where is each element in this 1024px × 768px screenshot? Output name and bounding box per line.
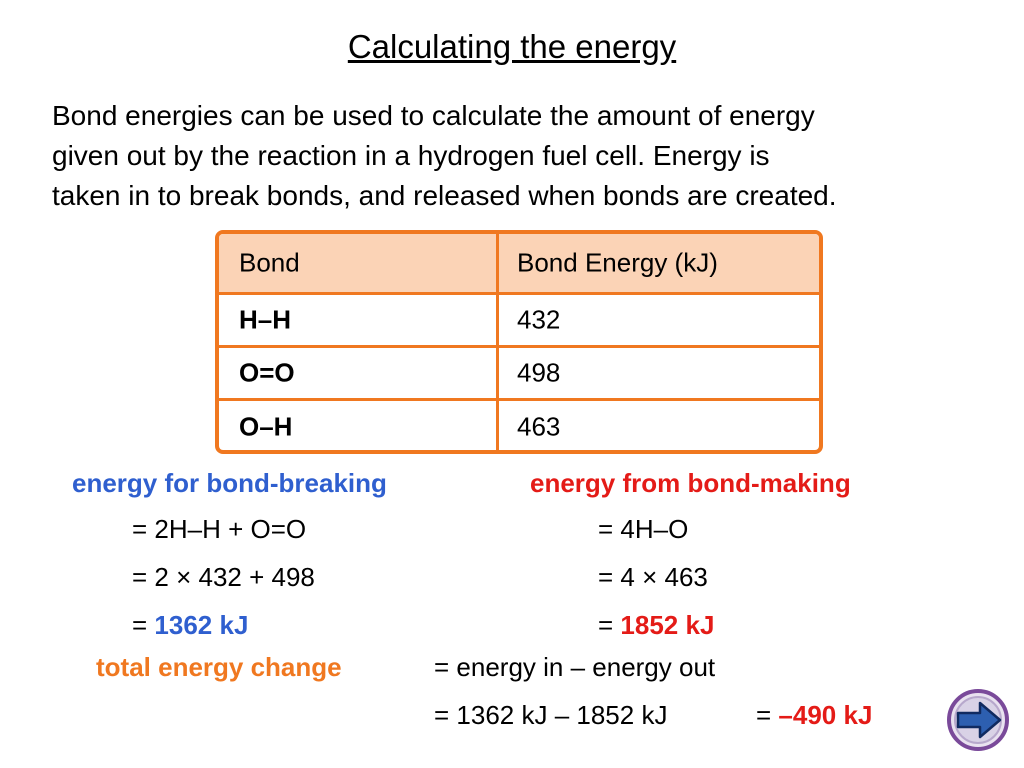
breaking-heading: energy for bond-breaking <box>72 468 387 498</box>
bond-cell: H–H <box>239 304 292 335</box>
header-cell: Bond Energy (kJ) <box>517 247 718 278</box>
total-result: –490 kJ <box>778 700 873 730</box>
energy-cell: 498 <box>517 357 561 388</box>
making-step: = 4H–O <box>598 514 689 544</box>
header-cell: Bond <box>239 247 300 278</box>
equals: = <box>756 700 772 730</box>
bond-cell: O–H <box>239 411 293 442</box>
table-row: H–H 432 <box>219 292 819 345</box>
bond-cell: O=O <box>239 357 295 388</box>
bond-table: Bond Bond Energy (kJ) H–H 432 O=O 498 O–… <box>215 230 823 454</box>
title: Calculating the energy <box>347 28 677 65</box>
intro-line: taken in to break bonds, and released wh… <box>52 180 837 211</box>
equals: = <box>132 610 148 640</box>
breaking-result-line: = 1362 kJ <box>132 610 248 641</box>
energy-cell: 463 <box>517 411 561 442</box>
breaking-result: 1362 kJ <box>154 610 249 640</box>
energy-cell: 432 <box>517 304 561 335</box>
breaking-step: = 2 × 432 + 498 <box>132 562 315 592</box>
total-label: total energy change <box>96 652 342 682</box>
total-line: = energy in – energy out <box>434 652 716 682</box>
table-row: O–H 463 <box>219 398 819 450</box>
equals: = <box>598 610 614 640</box>
making-result: 1852 kJ <box>620 610 715 640</box>
intro-line: Bond energies can be used to calculate t… <box>52 100 815 131</box>
table-row: O=O 498 <box>219 345 819 398</box>
making-heading: energy from bond-making <box>530 468 851 498</box>
breaking-step: = 2H–H + O=O <box>132 514 307 544</box>
making-result-line: = 1852 kJ <box>598 610 714 641</box>
intro-line: given out by the reaction in a hydrogen … <box>52 140 770 171</box>
total-line: = 1362 kJ – 1852 kJ <box>434 700 668 730</box>
making-step: = 4 × 463 <box>598 562 708 592</box>
table-header: Bond Bond Energy (kJ) <box>219 234 819 292</box>
total-result-line: = –490 kJ <box>756 700 872 731</box>
column-separator <box>496 234 499 450</box>
next-button[interactable] <box>946 688 1010 752</box>
